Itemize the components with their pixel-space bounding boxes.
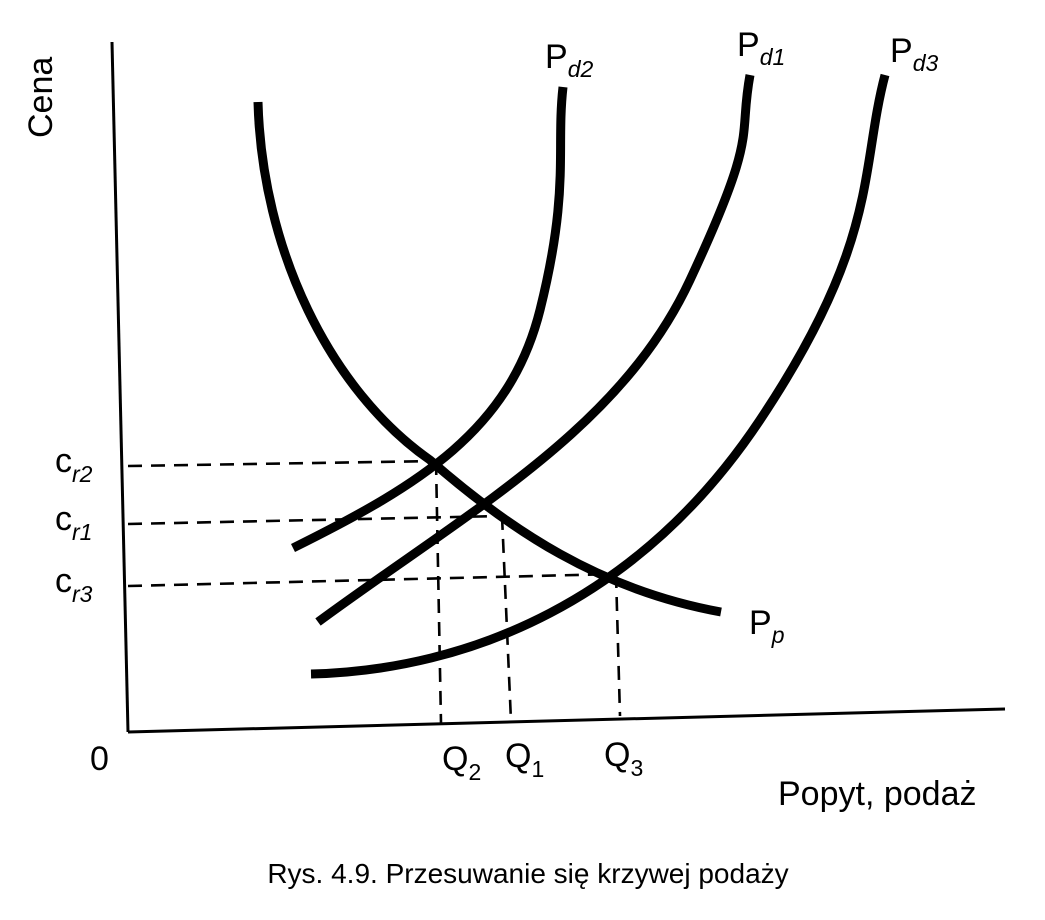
label-cr2: cr2 xyxy=(55,442,93,487)
label-q2: Q2 xyxy=(442,740,481,785)
y-axis-label: Cena xyxy=(22,57,60,138)
guide-cr2-horizontal xyxy=(127,459,437,468)
x-axis xyxy=(127,707,1006,734)
label-q3: Q3 xyxy=(604,736,643,781)
curve-pp xyxy=(253,101,722,617)
guide-cr1-horizontal xyxy=(127,514,503,526)
curve-pd1 xyxy=(315,74,755,626)
guide-q1-vertical xyxy=(500,515,513,722)
guide-q2-vertical xyxy=(434,460,443,724)
label-cr3: cr3 xyxy=(55,562,93,607)
curves xyxy=(253,73,890,679)
label-pd2: Pd2 xyxy=(545,38,593,82)
guide-lines xyxy=(127,459,622,724)
label-cr1: cr1 xyxy=(55,500,92,545)
origin-label: 0 xyxy=(90,740,109,778)
label-q1: Q1 xyxy=(505,737,544,782)
guide-cr3-horizontal xyxy=(127,572,617,588)
curve-pd3 xyxy=(310,73,890,679)
x-axis-label: Popyt, podaż xyxy=(778,775,976,813)
label-pd3: Pd3 xyxy=(890,32,938,76)
figure-caption: Rys. 4.9. Przesuwanie się krzywej podaży xyxy=(267,858,788,889)
y-axis xyxy=(110,41,130,733)
label-pp: Pp xyxy=(749,604,785,648)
guide-q3-vertical xyxy=(614,573,622,717)
label-pd1: Pd1 xyxy=(737,26,785,70)
curve-pd2 xyxy=(290,86,568,553)
